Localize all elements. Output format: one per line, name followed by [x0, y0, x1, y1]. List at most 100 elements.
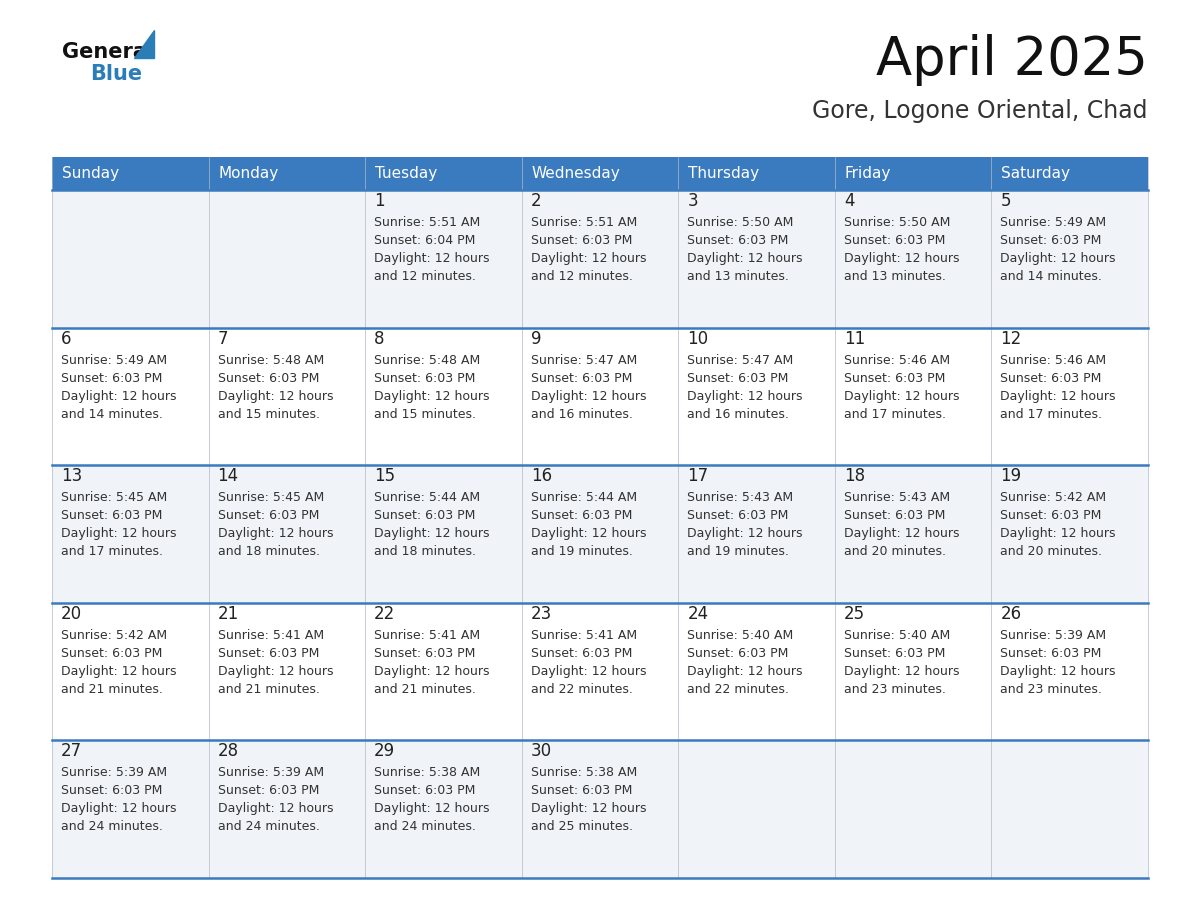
- Text: Daylight: 12 hours: Daylight: 12 hours: [374, 802, 489, 815]
- Text: Sunrise: 5:47 AM: Sunrise: 5:47 AM: [531, 353, 637, 366]
- Text: Gore, Logone Oriental, Chad: Gore, Logone Oriental, Chad: [813, 99, 1148, 123]
- Bar: [522, 328, 678, 465]
- Text: Sunrise: 5:47 AM: Sunrise: 5:47 AM: [688, 353, 794, 366]
- Bar: [209, 328, 365, 465]
- Text: Monday: Monday: [219, 166, 279, 181]
- Text: 17: 17: [688, 467, 708, 486]
- Text: Sunrise: 5:42 AM: Sunrise: 5:42 AM: [1000, 491, 1106, 504]
- Bar: [52, 603, 209, 741]
- Text: 11: 11: [843, 330, 865, 348]
- Text: and 18 minutes.: and 18 minutes.: [217, 545, 320, 558]
- Text: Sunset: 6:03 PM: Sunset: 6:03 PM: [531, 234, 632, 247]
- Text: and 19 minutes.: and 19 minutes.: [531, 545, 632, 558]
- Bar: [835, 465, 992, 603]
- Text: Sunrise: 5:49 AM: Sunrise: 5:49 AM: [61, 353, 168, 366]
- Text: Daylight: 12 hours: Daylight: 12 hours: [217, 665, 333, 677]
- Text: Daylight: 12 hours: Daylight: 12 hours: [531, 802, 646, 815]
- Text: and 16 minutes.: and 16 minutes.: [688, 408, 789, 420]
- Text: Sunrise: 5:51 AM: Sunrise: 5:51 AM: [531, 216, 637, 229]
- Bar: [209, 741, 365, 878]
- Text: Sunrise: 5:48 AM: Sunrise: 5:48 AM: [217, 353, 324, 366]
- Text: Sunrise: 5:51 AM: Sunrise: 5:51 AM: [374, 216, 480, 229]
- Text: Daylight: 12 hours: Daylight: 12 hours: [61, 389, 177, 403]
- Text: and 21 minutes.: and 21 minutes.: [374, 683, 476, 696]
- Bar: [209, 190, 365, 328]
- Text: Daylight: 12 hours: Daylight: 12 hours: [843, 527, 960, 540]
- Bar: [678, 603, 835, 741]
- Text: Sunset: 6:03 PM: Sunset: 6:03 PM: [531, 509, 632, 522]
- Text: and 14 minutes.: and 14 minutes.: [61, 408, 163, 420]
- Text: 29: 29: [374, 743, 396, 760]
- Text: and 22 minutes.: and 22 minutes.: [688, 683, 789, 696]
- Text: Sunrise: 5:46 AM: Sunrise: 5:46 AM: [843, 353, 950, 366]
- Text: and 17 minutes.: and 17 minutes.: [843, 408, 946, 420]
- Polygon shape: [134, 30, 154, 58]
- Text: and 12 minutes.: and 12 minutes.: [531, 270, 632, 283]
- Text: Sunrise: 5:46 AM: Sunrise: 5:46 AM: [1000, 353, 1106, 366]
- Text: 15: 15: [374, 467, 396, 486]
- Bar: [52, 190, 209, 328]
- Bar: [678, 328, 835, 465]
- Text: Sunrise: 5:45 AM: Sunrise: 5:45 AM: [61, 491, 168, 504]
- Text: Sunset: 6:03 PM: Sunset: 6:03 PM: [688, 509, 789, 522]
- Text: Sunset: 6:03 PM: Sunset: 6:03 PM: [217, 509, 318, 522]
- Text: and 21 minutes.: and 21 minutes.: [217, 683, 320, 696]
- Text: Sunrise: 5:43 AM: Sunrise: 5:43 AM: [688, 491, 794, 504]
- Text: 3: 3: [688, 192, 697, 210]
- Text: Daylight: 12 hours: Daylight: 12 hours: [688, 527, 803, 540]
- Text: Sunset: 6:03 PM: Sunset: 6:03 PM: [688, 372, 789, 385]
- Text: Sunrise: 5:40 AM: Sunrise: 5:40 AM: [843, 629, 950, 642]
- Text: Daylight: 12 hours: Daylight: 12 hours: [531, 389, 646, 403]
- Text: 10: 10: [688, 330, 708, 348]
- Text: Sunrise: 5:48 AM: Sunrise: 5:48 AM: [374, 353, 480, 366]
- Text: and 20 minutes.: and 20 minutes.: [1000, 545, 1102, 558]
- Text: Sunset: 6:03 PM: Sunset: 6:03 PM: [374, 509, 475, 522]
- Text: Daylight: 12 hours: Daylight: 12 hours: [688, 389, 803, 403]
- Text: Daylight: 12 hours: Daylight: 12 hours: [217, 389, 333, 403]
- Text: Sunday: Sunday: [62, 166, 119, 181]
- Text: April 2025: April 2025: [876, 34, 1148, 86]
- Text: Sunrise: 5:45 AM: Sunrise: 5:45 AM: [217, 491, 324, 504]
- Text: and 22 minutes.: and 22 minutes.: [531, 683, 632, 696]
- Text: Sunset: 6:03 PM: Sunset: 6:03 PM: [531, 372, 632, 385]
- Text: and 21 minutes.: and 21 minutes.: [61, 683, 163, 696]
- Bar: [365, 741, 522, 878]
- Text: Daylight: 12 hours: Daylight: 12 hours: [688, 252, 803, 265]
- Text: Daylight: 12 hours: Daylight: 12 hours: [374, 389, 489, 403]
- Text: Saturday: Saturday: [1001, 166, 1070, 181]
- Text: Sunset: 6:03 PM: Sunset: 6:03 PM: [1000, 372, 1101, 385]
- Text: Sunset: 6:03 PM: Sunset: 6:03 PM: [374, 647, 475, 660]
- Text: Sunset: 6:03 PM: Sunset: 6:03 PM: [843, 234, 946, 247]
- Text: 25: 25: [843, 605, 865, 622]
- Bar: [522, 465, 678, 603]
- Text: General: General: [62, 42, 154, 62]
- Bar: [52, 328, 209, 465]
- Text: Sunset: 6:03 PM: Sunset: 6:03 PM: [1000, 509, 1101, 522]
- Text: Sunset: 6:03 PM: Sunset: 6:03 PM: [688, 647, 789, 660]
- Text: Daylight: 12 hours: Daylight: 12 hours: [843, 252, 960, 265]
- Text: Sunrise: 5:41 AM: Sunrise: 5:41 AM: [217, 629, 323, 642]
- Text: Sunset: 6:03 PM: Sunset: 6:03 PM: [61, 509, 163, 522]
- Text: and 23 minutes.: and 23 minutes.: [1000, 683, 1102, 696]
- Text: Daylight: 12 hours: Daylight: 12 hours: [61, 527, 177, 540]
- Text: Thursday: Thursday: [688, 166, 759, 181]
- Text: Sunrise: 5:39 AM: Sunrise: 5:39 AM: [1000, 629, 1106, 642]
- Bar: [522, 603, 678, 741]
- Bar: [835, 603, 992, 741]
- Text: Sunrise: 5:50 AM: Sunrise: 5:50 AM: [843, 216, 950, 229]
- Text: 28: 28: [217, 743, 239, 760]
- Text: Wednesday: Wednesday: [532, 166, 620, 181]
- Text: and 13 minutes.: and 13 minutes.: [688, 270, 789, 283]
- Bar: [835, 741, 992, 878]
- Text: Daylight: 12 hours: Daylight: 12 hours: [531, 252, 646, 265]
- Bar: [835, 157, 992, 190]
- Text: 22: 22: [374, 605, 396, 622]
- Text: and 13 minutes.: and 13 minutes.: [843, 270, 946, 283]
- Text: 20: 20: [61, 605, 82, 622]
- Text: 27: 27: [61, 743, 82, 760]
- Text: and 17 minutes.: and 17 minutes.: [1000, 408, 1102, 420]
- Text: Daylight: 12 hours: Daylight: 12 hours: [843, 665, 960, 677]
- Text: 9: 9: [531, 330, 542, 348]
- Text: Sunset: 6:03 PM: Sunset: 6:03 PM: [843, 509, 946, 522]
- Text: 21: 21: [217, 605, 239, 622]
